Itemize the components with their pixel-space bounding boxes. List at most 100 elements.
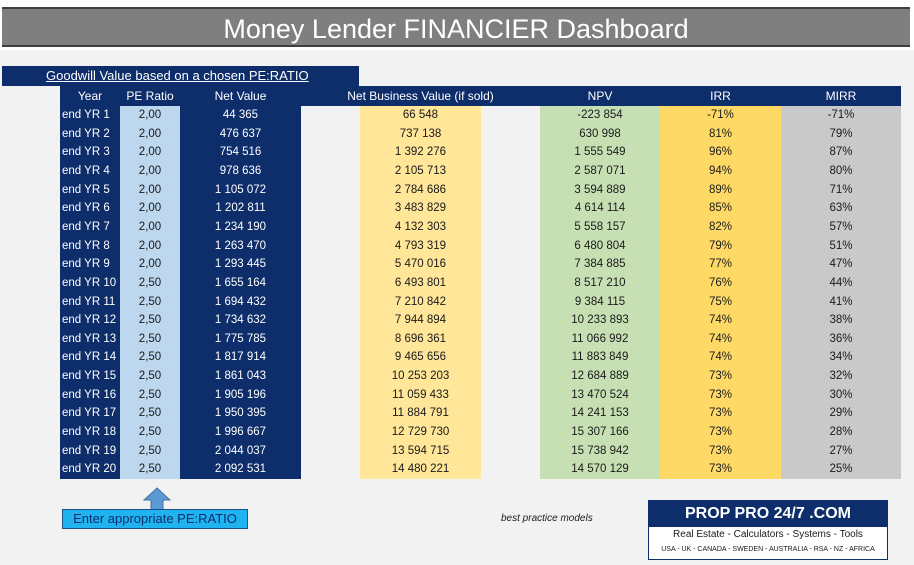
cell-irr: -71% xyxy=(707,109,734,121)
table-row: end YR 15 2,50 1 861 043 10 253 203 12 684 8… xyxy=(0,367,914,386)
table-row: end YR 19 2,50 2 044 037 13 594 715 15 738 9… xyxy=(0,442,914,461)
cell-npv: 630 998 xyxy=(579,127,621,140)
page-title: Money Lender FINANCIER Dashboard xyxy=(2,7,910,47)
cell-mirr: 87% xyxy=(829,146,853,159)
logo-tagline: Real Estate - Calculators - Systems - To… xyxy=(673,529,863,540)
cell-irr: 74% xyxy=(708,332,733,345)
enter-pe-ratio-note: Enter appropriate PE:RATIO xyxy=(62,509,248,529)
cell-irr: 94% xyxy=(708,164,733,177)
cell-mirr: 71% xyxy=(829,183,853,196)
cell-net-value: 1 905 196 xyxy=(214,388,267,401)
cell-mirr: 28% xyxy=(829,426,853,439)
cell-year: end YR 4 xyxy=(62,164,110,177)
npv-column-bg xyxy=(540,106,660,479)
cell-pe: 2,50 xyxy=(138,463,162,476)
cell-npv: 4 614 114 xyxy=(574,202,626,215)
cell-nbv: 5 470 016 xyxy=(394,258,447,271)
cell-pe: 2,50 xyxy=(138,388,162,401)
cell-npv: 9 384 115 xyxy=(574,295,626,308)
pe-column-bg xyxy=(120,106,180,479)
cell-pe: 2,50 xyxy=(138,370,162,383)
best-practice-note: best practice models xyxy=(501,513,593,524)
cell-year: end YR 11 xyxy=(62,295,116,308)
table-row: end YR 16 2,50 1 905 196 11 059 433 13 470 5… xyxy=(0,386,914,405)
cell-year: end YR 18 xyxy=(62,426,117,439)
mirr-column-bg xyxy=(781,106,901,479)
cell-nbv: 2 784 686 xyxy=(394,183,447,196)
cell-mirr: 36% xyxy=(829,332,853,345)
cell-year: end YR 10 xyxy=(62,276,117,289)
cell-nbv: 11 884 791 xyxy=(392,407,449,420)
cell-year: end YR 1 xyxy=(62,109,110,121)
cell-net-value: 1 263 470 xyxy=(214,239,267,252)
cell-npv: 11 066 992 xyxy=(571,332,629,345)
cell-nbv: 2 105 713 xyxy=(394,164,447,177)
cell-pe: 2,00 xyxy=(138,127,162,140)
cell-irr: 82% xyxy=(708,220,733,233)
cell-irr: 74% xyxy=(708,351,733,364)
cell-pe: 2,00 xyxy=(138,164,162,177)
cell-mirr: 29% xyxy=(829,407,853,420)
table-row: end YR 20 2,50 2 092 531 14 480 221 14 570 1… xyxy=(0,460,914,479)
cell-npv: 8 517 210 xyxy=(574,276,626,289)
cell-nbv: 4 132 303 xyxy=(394,220,447,233)
table-row: end YR 9 2,00 1 293 445 5 470 016 7 384 885 7… xyxy=(0,255,914,274)
cell-irr: 73% xyxy=(708,426,733,439)
cell-irr: 73% xyxy=(708,444,733,457)
cell-year: end YR 15 xyxy=(62,370,117,383)
header-npv: NPV xyxy=(587,89,613,103)
cell-irr: 73% xyxy=(708,407,733,420)
cell-net-value: 978 636 xyxy=(219,164,262,177)
header-irr: IRR xyxy=(710,89,731,103)
cell-net-value: 1 950 395 xyxy=(214,407,267,420)
cell-npv: 5 558 157 xyxy=(574,220,626,233)
cell-pe: 2,50 xyxy=(138,444,162,457)
cell-mirr: 41% xyxy=(829,295,853,308)
nbv-column-bg xyxy=(360,106,481,479)
cell-npv: 2 587 071 xyxy=(574,164,626,177)
table-row: end YR 13 2,50 1 775 785 8 696 361 11 066 99… xyxy=(0,330,914,349)
irr-column-bg xyxy=(660,106,781,479)
table-row: end YR 5 2,00 1 105 072 2 784 686 3 594 889 8… xyxy=(0,181,914,200)
cell-nbv: 7 944 894 xyxy=(394,314,447,327)
cell-irr: 76% xyxy=(708,276,733,289)
cell-pe: 2,00 xyxy=(138,239,162,252)
year-column-bg xyxy=(60,106,120,479)
cell-net-value: 1 202 811 xyxy=(215,202,266,215)
cell-mirr: -71% xyxy=(827,109,855,121)
cell-npv: 12 684 889 xyxy=(571,370,629,383)
cell-mirr: 63% xyxy=(829,202,853,215)
cell-nbv: 11 059 433 xyxy=(392,388,449,401)
prop-pro-logo: PROP PRO 24/7 .COM Real Estate - Calcula… xyxy=(648,500,888,560)
cell-year: end YR 17 xyxy=(62,407,117,420)
table-row: end YR 10 2,50 1 655 164 6 493 801 8 517 210… xyxy=(0,274,914,293)
cell-mirr: 51% xyxy=(829,239,853,252)
cell-mirr: 38% xyxy=(829,314,853,327)
cell-net-value: 476 637 xyxy=(219,127,262,140)
cell-year: end YR 2 xyxy=(62,127,110,140)
cell-net-value: 1 775 785 xyxy=(214,332,267,345)
cell-net-value: 1 817 914 xyxy=(214,351,267,364)
header-pe-ratio: PE Ratio xyxy=(126,89,174,103)
cell-pe: 2,50 xyxy=(138,407,162,420)
cell-nbv: 737 138 xyxy=(399,127,442,140)
cell-nbv: 7 210 842 xyxy=(394,295,447,308)
goodwill-header: Goodwill Value based on a chosen PE:RATI… xyxy=(2,66,359,86)
cell-mirr: 30% xyxy=(829,388,853,401)
header-net-value: Net Value xyxy=(214,89,267,103)
cell-irr: 73% xyxy=(708,463,733,476)
cell-year: end YR 20 xyxy=(62,463,117,476)
cell-mirr: 57% xyxy=(829,220,853,233)
cell-year: end YR 14 xyxy=(62,351,117,364)
right-header-bar xyxy=(301,86,901,106)
table-row: end YR 11 2,50 1 694 432 7 210 842 9 384 115… xyxy=(0,293,914,312)
cell-pe: 2,50 xyxy=(138,276,162,289)
cell-year: end YR 9 xyxy=(62,258,110,271)
table-row: end YR 2 2,00 476 637 737 138 630 998 81% 79% xyxy=(0,125,914,144)
cell-mirr: 80% xyxy=(829,164,853,177)
table-row: end YR 8 2,00 1 263 470 4 793 319 6 480 804 7… xyxy=(0,237,914,256)
logo-title: PROP PRO 24/7 .COM xyxy=(649,501,887,527)
cell-year: end YR 13 xyxy=(62,332,117,345)
cell-irr: 81% xyxy=(708,127,733,140)
